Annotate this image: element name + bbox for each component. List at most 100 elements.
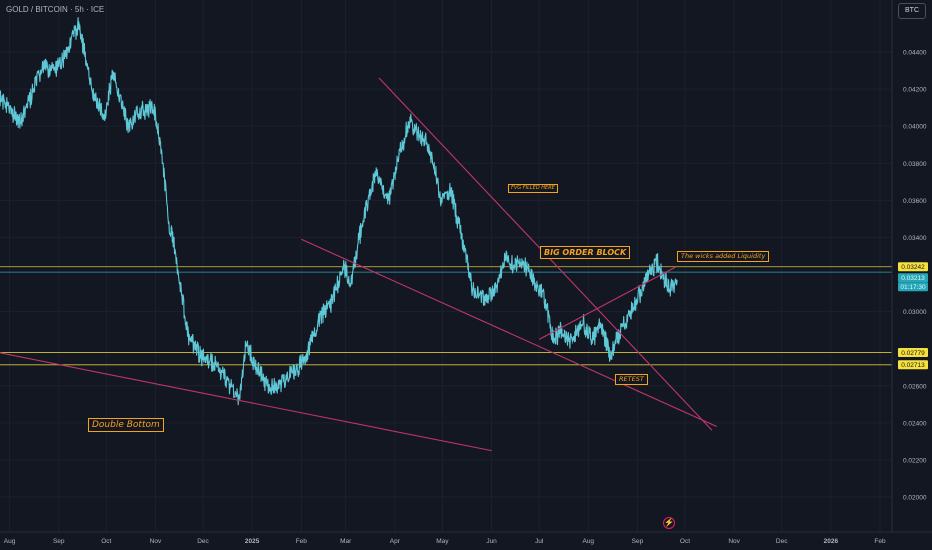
- price-label-bg: [898, 282, 928, 292]
- trend-line: [301, 238, 717, 428]
- annotation-retest: RETEST: [615, 374, 648, 385]
- data-point: [256, 366, 258, 368]
- data-point: [330, 301, 333, 303]
- y-tick-label: 0.02200: [903, 457, 927, 464]
- data-point: [56, 69, 58, 72]
- data-point: [349, 283, 352, 285]
- price-label-bg: [898, 262, 928, 272]
- data-point: [138, 110, 141, 112]
- data-point: [78, 23, 80, 25]
- data-point: [112, 73, 114, 75]
- data-point: [424, 140, 426, 142]
- y-tick-label: 0.03000: [903, 309, 927, 316]
- data-point: [670, 288, 672, 290]
- data-point: [229, 383, 231, 385]
- data-point: [165, 199, 168, 201]
- price-series-line: [0, 17, 678, 406]
- data-point: [305, 357, 307, 359]
- x-tick-label: Jun: [486, 538, 497, 545]
- data-point: [628, 314, 631, 316]
- annotation-fvg-filled: FVG FILLED HERE: [508, 184, 558, 193]
- data-point: [440, 199, 442, 201]
- annotation-big-order-block: BIG ORDER BLOCK: [540, 246, 631, 259]
- x-tick-label: 2026: [824, 538, 839, 545]
- data-point: [408, 121, 410, 124]
- data-point: [619, 329, 621, 331]
- data-point: [159, 140, 161, 142]
- x-tick-label: Dec: [776, 538, 788, 545]
- data-point: [543, 296, 545, 298]
- data-point: [524, 262, 526, 264]
- currency-badge[interactable]: BTC: [898, 3, 926, 19]
- data-point: [375, 171, 377, 174]
- data-point: [505, 255, 507, 257]
- data-point: [581, 320, 583, 322]
- y-tick-label: 0.04400: [903, 50, 927, 57]
- data-point: [609, 355, 612, 357]
- y-tick-label: 0.02600: [903, 383, 927, 390]
- data-point: [153, 107, 155, 109]
- annotation-double-bottom: Double Bottom: [88, 418, 164, 432]
- data-point: [663, 277, 665, 279]
- lightning-bolt-icon[interactable]: ⚡: [663, 517, 675, 529]
- data-point: [495, 286, 497, 289]
- data-point: [471, 288, 474, 290]
- time-axis-bg: [0, 532, 932, 550]
- price-label-text: 0.03242: [901, 264, 925, 271]
- x-tick-label: Feb: [296, 538, 308, 545]
- x-tick-label: Oct: [680, 538, 690, 545]
- data-point: [449, 190, 451, 192]
- data-point: [91, 92, 93, 94]
- data-point: [173, 246, 176, 248]
- data-point: [514, 264, 516, 266]
- data-point: [639, 292, 642, 294]
- horizontal-levels: [0, 266, 892, 366]
- data-point: [216, 366, 218, 368]
- data-point: [20, 121, 22, 124]
- trend-line: [538, 266, 676, 340]
- price-label-text: 0.02779: [901, 350, 925, 357]
- x-tick-label: Aug: [582, 538, 594, 545]
- data-point: [127, 125, 130, 127]
- x-tick-label: Oct: [101, 538, 111, 545]
- data-point: [318, 320, 320, 322]
- price-label-text: 0.02713: [901, 362, 925, 369]
- data-point: [600, 325, 602, 328]
- time-axis[interactable]: Aug Sep Oct Nov Dec 2025 Feb Mar Apr May Jun Jul Aug…: [0, 531, 932, 550]
- data-point: [269, 388, 271, 391]
- x-tick-label: Apr: [390, 538, 401, 545]
- x-tick-label: 2025: [245, 538, 260, 545]
- price-label-bg: [898, 348, 928, 358]
- data-point: [590, 338, 593, 340]
- y-tick-label: 0.04200: [903, 87, 927, 94]
- price-label-bg: [898, 360, 928, 370]
- data-point: [202, 357, 204, 359]
- trend-lines: [0, 77, 717, 452]
- price-label-bg: [898, 273, 928, 283]
- x-tick-label: Feb: [874, 538, 886, 545]
- x-tick-label: Aug: [4, 538, 16, 545]
- price-labels: 0.03242 0.03213 01:17:30 0.02779 0.02713: [898, 262, 928, 370]
- y-tick-label: 0.03400: [903, 235, 927, 242]
- x-tick-label: Mar: [340, 538, 352, 545]
- y-tick-label: 0.02400: [903, 420, 927, 427]
- trend-line: [0, 352, 492, 452]
- annotation-wicks-liquidity: The wicks added Liquidity: [677, 251, 770, 262]
- data-point: [245, 344, 247, 346]
- price-label-text: 0.03213: [901, 275, 925, 282]
- price-label-text: 01:17:30: [900, 284, 926, 291]
- y-tick-label: 0.02000: [903, 495, 927, 502]
- data-point: [484, 299, 486, 302]
- x-tick-label: Sep: [632, 538, 644, 545]
- data-point: [562, 329, 564, 331]
- data-point: [104, 116, 106, 118]
- data-point: [343, 264, 345, 266]
- data-point: [294, 370, 296, 372]
- data-point: [0, 97, 1, 99]
- price-series: [0, 17, 678, 406]
- data-point: [571, 342, 574, 344]
- x-tick-label: Nov: [150, 538, 162, 545]
- grid-lines: [0, 0, 892, 532]
- data-point: [676, 279, 678, 281]
